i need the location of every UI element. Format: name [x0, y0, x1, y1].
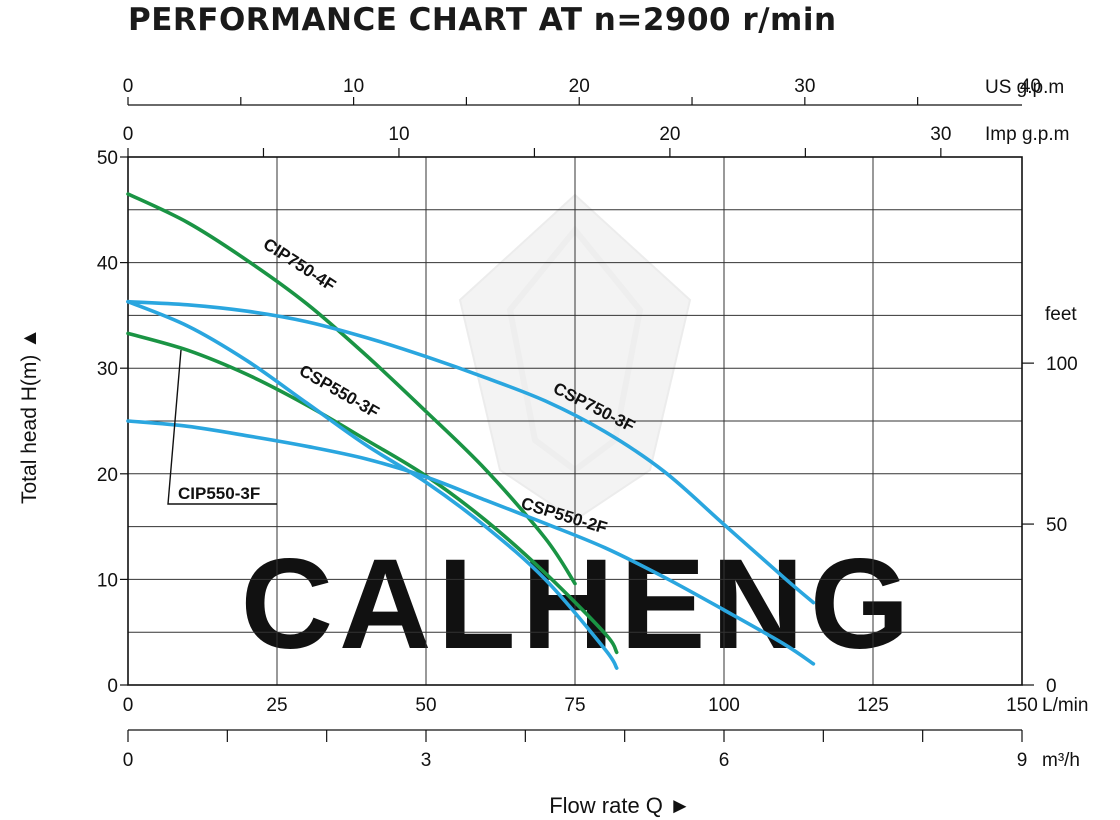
imp-gpm-tick-label: 10: [388, 124, 409, 145]
x-tick-label: 100: [708, 695, 740, 716]
series-line-cip750-4f: [126, 192, 577, 586]
x-unit-label: L/min: [1042, 695, 1088, 716]
series-layer: [126, 192, 816, 670]
m3h-tick-label: 3: [421, 750, 432, 771]
feet-tick-label: 0: [1046, 676, 1057, 697]
series-label-leader-line: [167, 349, 277, 505]
y-tick-label: 30: [97, 359, 118, 380]
m3h-tick-label: 9: [1017, 750, 1028, 771]
us-gpm-tick-label: 30: [794, 76, 815, 97]
feet-tick-label: 100: [1046, 354, 1078, 375]
m3h-tick-label: 6: [719, 750, 730, 771]
us-gpm-tick-label: 10: [343, 76, 364, 97]
us-gpm-tick-label: 20: [569, 76, 590, 97]
y-axis-label: Total head H(m) ▲: [18, 328, 41, 504]
feet-unit-label: feet: [1045, 304, 1077, 325]
x-tick-label: 0: [123, 695, 134, 716]
us-gpm-tick-label: 0: [123, 76, 134, 97]
series-label-cip550-3f: CIP550-3F: [178, 484, 260, 503]
x-tick-label: 125: [857, 695, 889, 716]
x-axis-label: Flow rate Q ►: [549, 793, 691, 818]
x-tick-label: 75: [564, 695, 585, 716]
m3h-unit-label: m³/h: [1042, 750, 1080, 771]
grid-layer: [127, 156, 1023, 686]
imp-gpm-unit-label: Imp g.p.m: [985, 124, 1069, 145]
imp-gpm-tick-label: 20: [659, 124, 680, 145]
x-tick-label: 150: [1006, 695, 1038, 716]
x-tick-label: 25: [266, 695, 287, 716]
series-line-cip550-3f: [126, 331, 619, 655]
series-label-cip750-4f: CIP750-4F: [260, 234, 339, 295]
feet-tick-label: 50: [1046, 515, 1067, 536]
y-tick-label: 0: [107, 676, 118, 697]
y-tick-label: 40: [97, 254, 118, 275]
series-line-csp550-3f: [126, 299, 619, 670]
y-tick-label: 20: [97, 465, 118, 486]
m3h-tick-label: 0: [123, 750, 134, 771]
imp-gpm-tick-label: 0: [123, 124, 134, 145]
us-gpm-tick-label: 40: [1020, 76, 1041, 97]
series-line-csp750-3f: [126, 299, 816, 605]
y-tick-label: 50: [97, 148, 118, 169]
us-gpm-unit-label: US g.p.m: [985, 77, 1064, 98]
imp-gpm-tick-label: 30: [930, 124, 951, 145]
series-line-csp550-2f: [126, 419, 816, 666]
x-tick-label: 50: [415, 695, 436, 716]
y-tick-label: 10: [97, 570, 118, 591]
chart-title: PERFORMANCE CHART AT n=2900 r/min: [128, 2, 837, 38]
series-label-csp550-3f: CSP550-3F: [296, 361, 382, 422]
